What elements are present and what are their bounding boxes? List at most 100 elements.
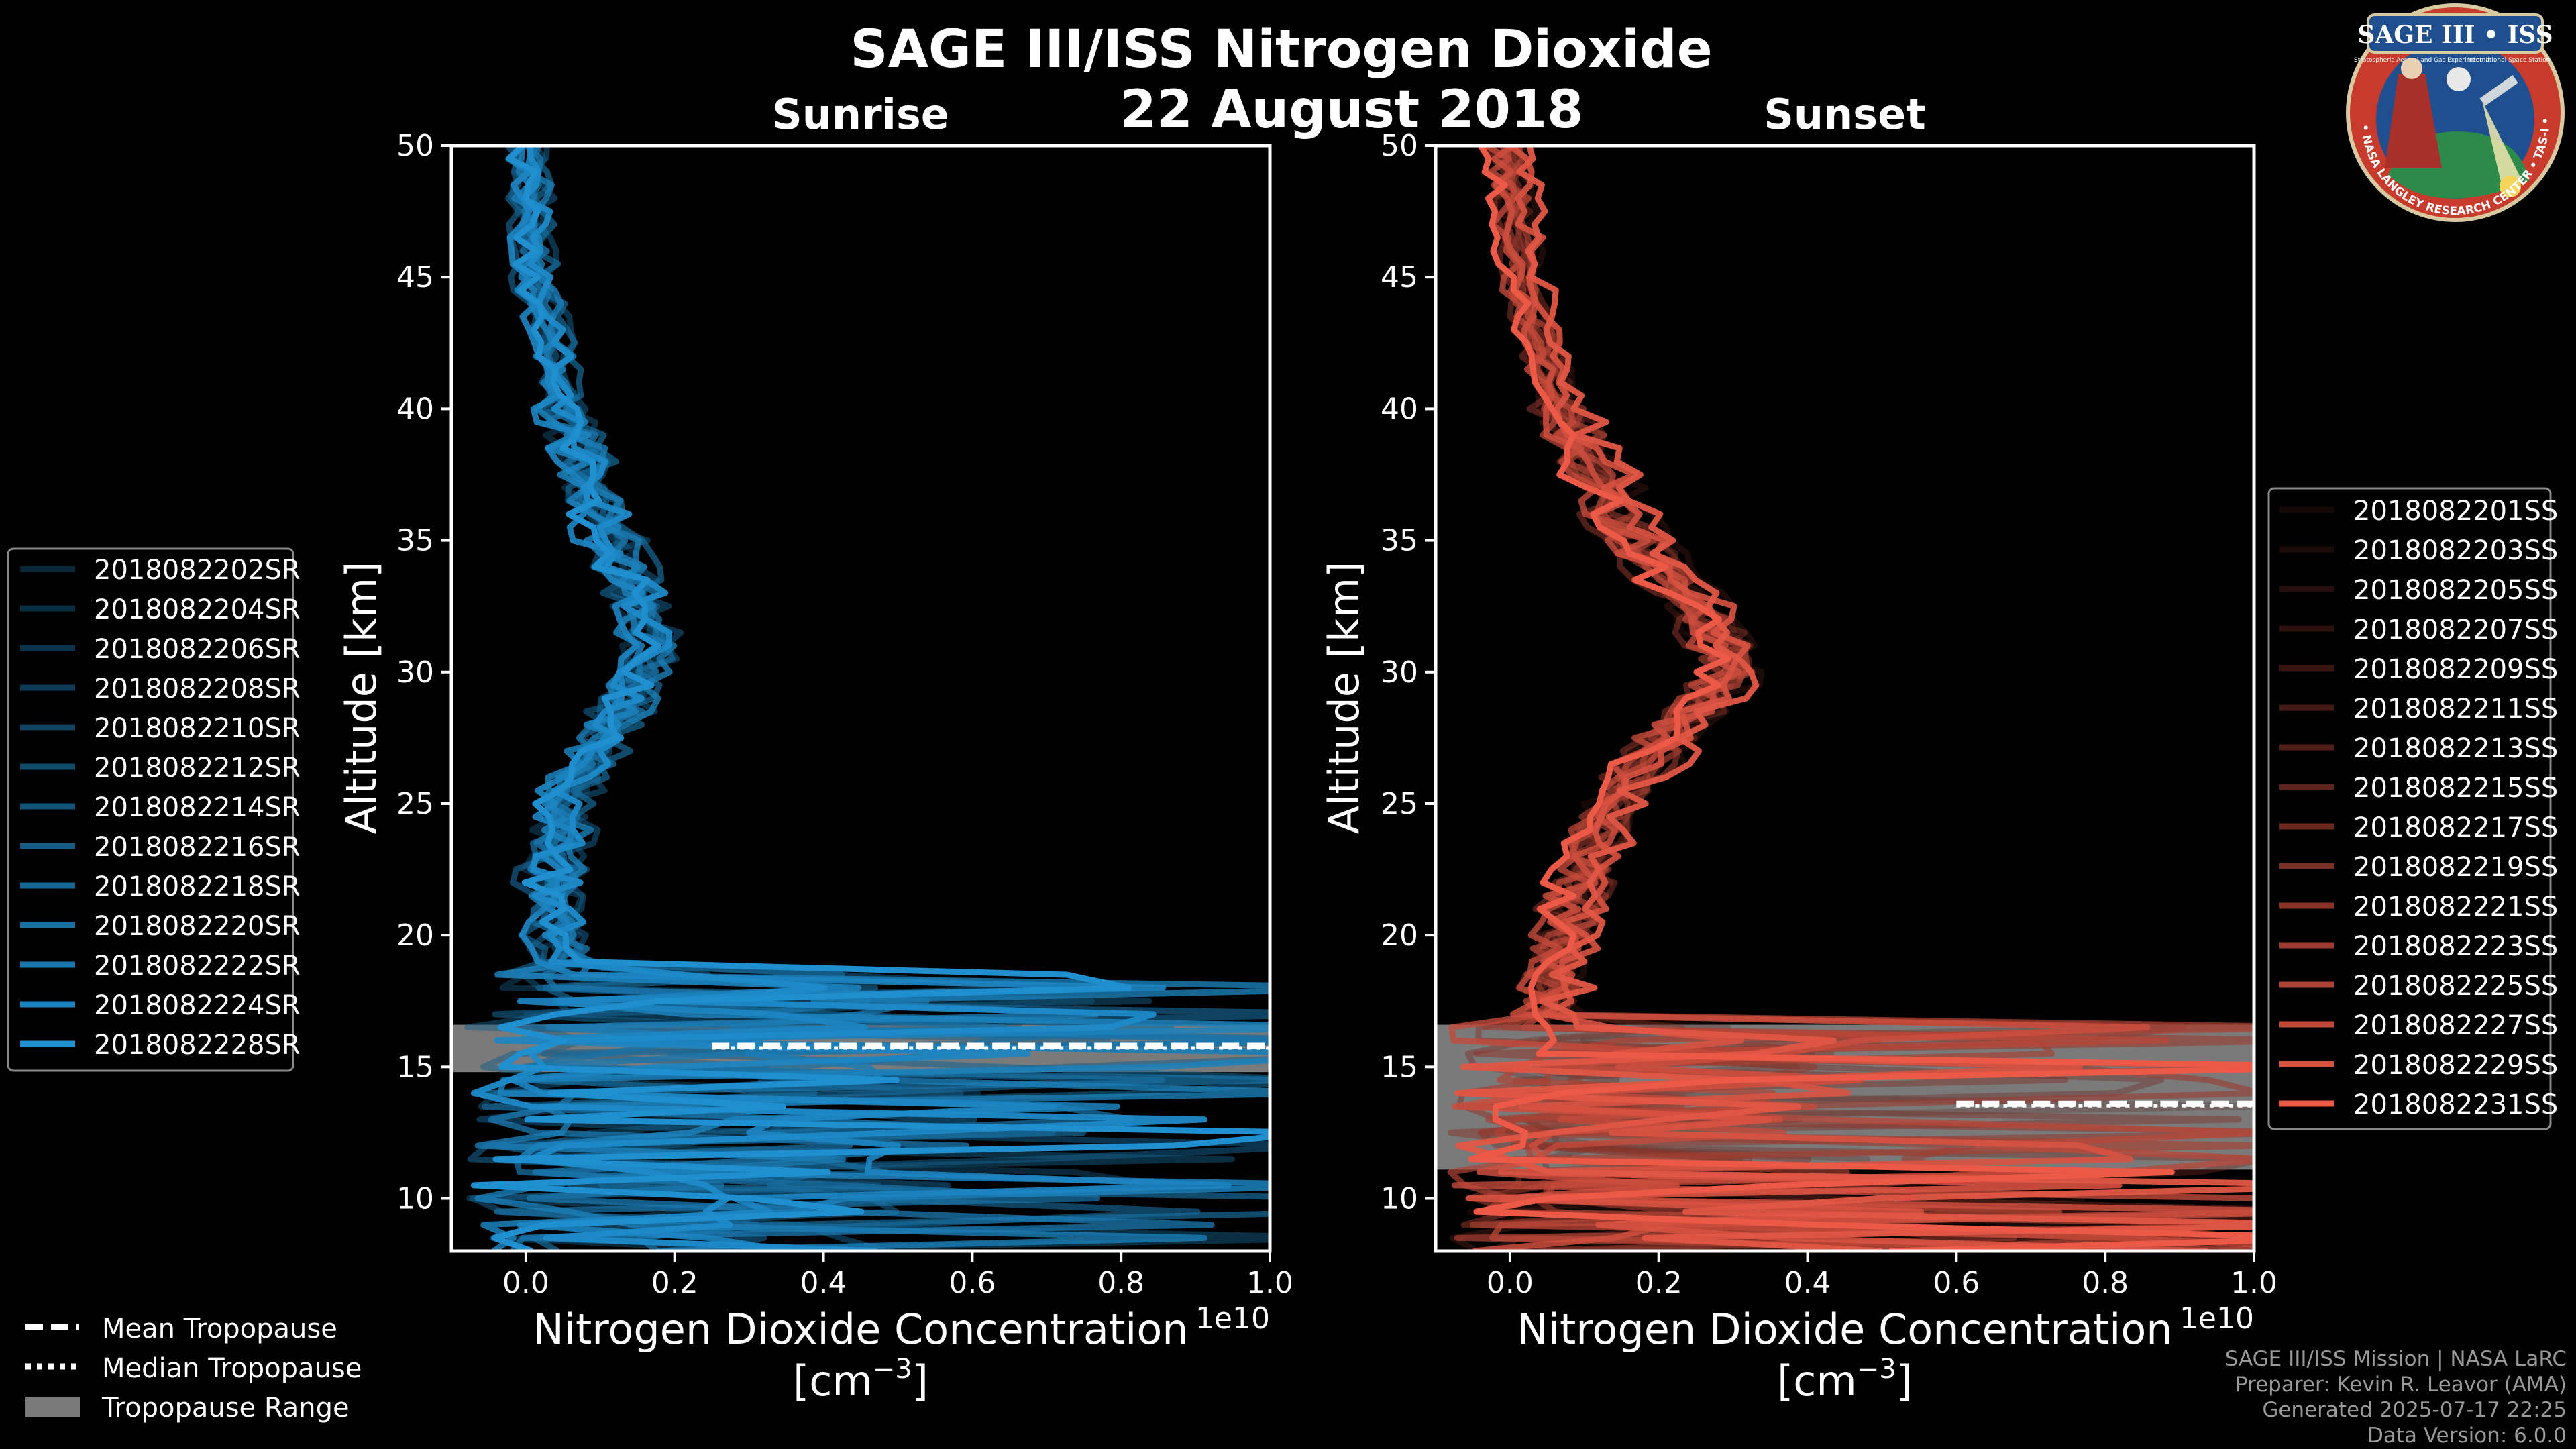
sunset-ylabel: Altitude [km] (1320, 561, 1368, 835)
y-tick-label: 30 (1381, 655, 1418, 690)
legend-label-2018082216SR: 2018082216SR (94, 832, 301, 863)
sunrise-legend: 2018082202SR 2018082204SR 2018082206SR 2018… (7, 547, 301, 1072)
sunset-plot-frame (1434, 144, 2256, 1253)
x-tick-label: 0.6 (1933, 1266, 1980, 1300)
legend-label-2018082212SR: 2018082212SR (94, 753, 301, 784)
legend-label-2018082224SR: 2018082224SR (94, 990, 301, 1021)
series-line-2018082222SR (494, 146, 1232, 1251)
sunrise-xlabel: Nitrogen Dioxide Concentration (533, 1305, 1188, 1354)
legend-label-2018082202SR: 2018082202SR (94, 555, 301, 586)
y-tick-label: 10 (1381, 1182, 1418, 1216)
legend-label-2018082205SS: 2018082205SS (2353, 575, 2558, 606)
sunrise-plot-frame (449, 144, 1272, 1253)
legend-label-2018082207SS: 2018082207SS (2353, 614, 2558, 645)
logo-title: SAGE III • ISS (2357, 21, 2553, 49)
legend-label-2018082218SR: 2018082218SR (94, 871, 301, 902)
logo-moon (2447, 67, 2471, 91)
legend-label-2018082201SS: 2018082201SS (2353, 496, 2558, 527)
tropopause-range-label: Tropopause Range (101, 1393, 350, 1424)
sunset-xunit-close: ] (1896, 1356, 1913, 1405)
sunrise-xunit-close: ] (912, 1356, 928, 1405)
y-tick-label: 15 (396, 1050, 434, 1084)
y-tick-label: 50 (396, 129, 434, 163)
y-tick-label: 40 (1381, 392, 1418, 426)
logo-light-beam (2482, 101, 2522, 188)
sunrise-legend-box (7, 547, 294, 1072)
footer-line-generated: Generated 2025-07-17 22:25 (2262, 1398, 2567, 1422)
y-tick-label: 45 (1381, 260, 1418, 294)
tropopause-legend: Mean Tropopause Median Tropopause Tropop… (25, 1313, 362, 1424)
footer-credits: SAGE III/ISS Mission | NASA LaRC Prepare… (2225, 1347, 2567, 1448)
legend-label-2018082220SR: 2018082220SR (94, 911, 301, 942)
sunset-x-offset: 1e10 (2180, 1301, 2254, 1336)
footer-line-mission: SAGE III/ISS Mission | NASA LaRC (2225, 1347, 2567, 1371)
y-tick-label: 50 (1381, 129, 1418, 163)
x-tick-label: 0.8 (1097, 1266, 1144, 1300)
x-tick-label: 0.8 (2082, 1266, 2129, 1300)
sunset-legend: 2018082201SS 2018082203SS 2018082205SS 2018… (2267, 487, 2558, 1130)
x-tick-label: 0.0 (502, 1266, 549, 1300)
sunset-legend-box (2267, 487, 2552, 1130)
sunset-panel-title: Sunset (1764, 90, 1926, 139)
x-tick-label: 0.2 (651, 1266, 698, 1300)
sunset-panel: Sunset 10 15 20 25 30 35 40 45 50 0.0 0.2 0.4 0.6 0.8… (1320, 90, 2277, 1405)
legend-label-2018082203SS: 2018082203SS (2353, 535, 2558, 566)
footer-line-preparer: Preparer: Kevin R. Leavor (AMA) (2235, 1373, 2567, 1397)
sunset-xunit: [cm−3] (1777, 1354, 1913, 1405)
legend-label-2018082221SS: 2018082221SS (2353, 892, 2558, 922)
y-tick-label: 15 (1381, 1050, 1418, 1084)
sunrise-ylabel: Altitude [km] (337, 561, 386, 835)
sunrise-xunit-base: [cm (793, 1356, 873, 1405)
y-tick-label: 40 (396, 392, 434, 426)
series-line-2018082229SS (1454, 146, 2254, 1251)
sunrise-xunit-exp: −3 (873, 1354, 912, 1385)
mean-tropopause-label: Mean Tropopause (102, 1313, 337, 1344)
sunset-xunit-base: [cm (1777, 1356, 1857, 1405)
logo-sun (2500, 176, 2521, 197)
sunrise-xunit: [cm−3] (793, 1354, 928, 1405)
legend-label-2018082204SR: 2018082204SR (94, 594, 301, 625)
x-tick-label: 0.6 (949, 1266, 996, 1300)
series-line-2018082228SR (470, 146, 1270, 1251)
legend-label-2018082215SS: 2018082215SS (2353, 773, 2558, 804)
y-tick-label: 10 (396, 1182, 434, 1216)
y-tick-label: 45 (396, 260, 434, 294)
y-tick-label: 35 (1381, 524, 1418, 558)
legend-label-2018082213SS: 2018082213SS (2353, 733, 2558, 764)
x-tick-label: 0.2 (1635, 1266, 1682, 1300)
sunrise-x-offset: 1e10 (1195, 1301, 1270, 1336)
legend-label-2018082210SR: 2018082210SR (94, 713, 301, 744)
x-tick-label: 1.0 (1246, 1266, 1293, 1300)
y-tick-label: 20 (396, 918, 434, 953)
series-line-2018082218SR (474, 146, 1270, 1251)
legend-label-2018082223SS: 2018082223SS (2353, 931, 2558, 962)
sunset-xlabel: Nitrogen Dioxide Concentration (1517, 1305, 2172, 1354)
legend-label-2018082222SR: 2018082222SR (94, 951, 301, 981)
legend-label-2018082211SS: 2018082211SS (2353, 694, 2558, 724)
logo-banner (2367, 13, 2544, 54)
x-tick-label: 0.0 (1487, 1266, 1534, 1300)
y-tick-label: 25 (1381, 787, 1418, 821)
legend-label-2018082214SR: 2018082214SR (94, 792, 301, 823)
footer-line-version: Data Version: 6.0.0 (2367, 1424, 2567, 1448)
logo-subtext-2: International Space Station (2468, 57, 2551, 64)
sunrise-panel-title: Sunrise (772, 90, 949, 139)
logo-figure-head (2401, 58, 2422, 79)
legend-label-2018082229SS: 2018082229SS (2353, 1050, 2558, 1081)
median-tropopause-label: Median Tropopause (102, 1353, 362, 1384)
legend-label-2018082217SS: 2018082217SS (2353, 812, 2558, 843)
logo-figure-robe (2385, 74, 2442, 168)
legend-label-2018082228SR: 2018082228SR (94, 1030, 301, 1061)
legend-label-2018082208SR: 2018082208SR (94, 674, 301, 704)
series-line-2018082225SS (1452, 146, 2254, 1251)
series-line-2018082231SS (1468, 146, 2254, 1251)
x-tick-label: 1.0 (2231, 1266, 2277, 1300)
legend-label-2018082219SS: 2018082219SS (2353, 852, 2558, 883)
legend-label-2018082231SS: 2018082231SS (2353, 1089, 2558, 1120)
y-tick-label: 25 (396, 787, 434, 821)
series-line-2018082227SS (1466, 146, 2208, 1251)
x-tick-label: 0.4 (1784, 1266, 1831, 1300)
sunrise-panel: Sunrise 10 15 20 25 30 35 40 45 50 0.0 0.2 0.4 0.6 0.… (337, 90, 1293, 1405)
x-tick-label: 0.4 (800, 1266, 847, 1300)
